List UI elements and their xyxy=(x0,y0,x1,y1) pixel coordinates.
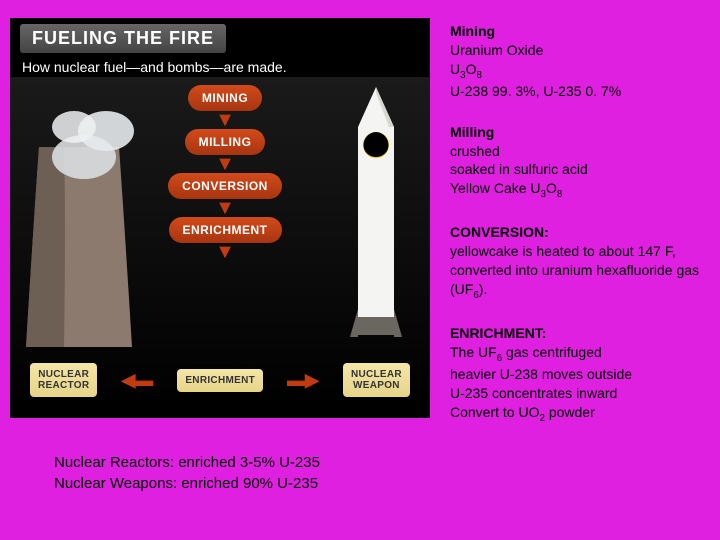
note-line: Convert to UO2 powder xyxy=(450,403,700,425)
caption-line: Nuclear Weapons: enriched 90% U-235 xyxy=(54,473,320,494)
arrow-down-icon: ▼ xyxy=(215,201,235,215)
process-flow: MINING ▼ MILLING ▼ CONVERSION ▼ ENRICHME… xyxy=(165,85,285,259)
step-mining: MINING xyxy=(188,85,262,111)
note-line: U-235 concentrates inward xyxy=(450,384,700,403)
note-line: heavier U-238 moves outside xyxy=(450,365,700,384)
panel-subtitle: How nuclear fuel—and bombs—are made. xyxy=(20,59,420,75)
note-line: Yellow Cake U3O8 xyxy=(450,179,700,201)
note-line: crushed xyxy=(450,142,700,161)
note-title: CONVERSION: xyxy=(450,223,700,242)
note-line: Uranium Oxide xyxy=(450,41,700,60)
panel-title: FUELING THE FIRE xyxy=(20,24,226,53)
note-line: yellowcake is heated to about 147 F, con… xyxy=(450,242,700,302)
note-title: Milling xyxy=(450,123,700,142)
note-line: U3O8 xyxy=(450,60,700,82)
step-milling: MILLING xyxy=(185,129,266,155)
cooling-tower-icon xyxy=(24,147,134,347)
note-line: The UF6 gas centrifuged xyxy=(450,343,700,365)
panel-body: MINING ▼ MILLING ▼ CONVERSION ▼ ENRICHME… xyxy=(10,77,430,407)
arrow-down-icon: ▼ xyxy=(215,113,235,127)
caption-line: Nuclear Reactors: enriched 3-5% U-235 xyxy=(54,452,320,473)
caption: Nuclear Reactors: enriched 3-5% U-235 Nu… xyxy=(54,452,320,494)
note-title: Mining xyxy=(450,22,700,41)
box-weapon: NUCLEAR WEAPON xyxy=(343,363,410,397)
box-reactor: NUCLEAR REACTOR xyxy=(30,363,97,397)
panel-header: FUELING THE FIRE How nuclear fuel—and bo… xyxy=(10,18,430,77)
note-line: U-238 99. 3%, U-235 0. 7% xyxy=(450,82,700,101)
note-mining: Mining Uranium Oxide U3O8 U-238 99. 3%, … xyxy=(450,22,700,101)
note-enrichment: ENRICHMENT: The UF6 gas centrifuged heav… xyxy=(450,324,700,425)
box-enrichment: ENRICHMENT xyxy=(177,369,263,392)
note-line: soaked in sulfuric acid xyxy=(450,160,700,179)
step-conversion: CONVERSION xyxy=(168,173,282,199)
bottom-row: NUCLEAR REACTOR ◀▬ ENRICHMENT ▬▶ NUCLEAR… xyxy=(10,363,430,397)
diagram-panel: FUELING THE FIRE How nuclear fuel—and bo… xyxy=(10,18,430,418)
notes-column: Mining Uranium Oxide U3O8 U-238 99. 3%, … xyxy=(450,22,700,447)
arrow-right-icon: ▬▶ xyxy=(287,370,319,391)
arrow-down-icon: ▼ xyxy=(215,245,235,259)
step-enrichment: ENRICHMENT xyxy=(169,217,282,243)
missile-icon xyxy=(344,87,408,347)
note-conversion: CONVERSION: yellowcake is heated to abou… xyxy=(450,223,700,302)
arrow-down-icon: ▼ xyxy=(215,157,235,171)
note-milling: Milling crushed soaked in sulfuric acid … xyxy=(450,123,700,202)
arrow-left-icon: ◀▬ xyxy=(121,370,153,391)
note-title: ENRICHMENT: xyxy=(450,324,700,343)
